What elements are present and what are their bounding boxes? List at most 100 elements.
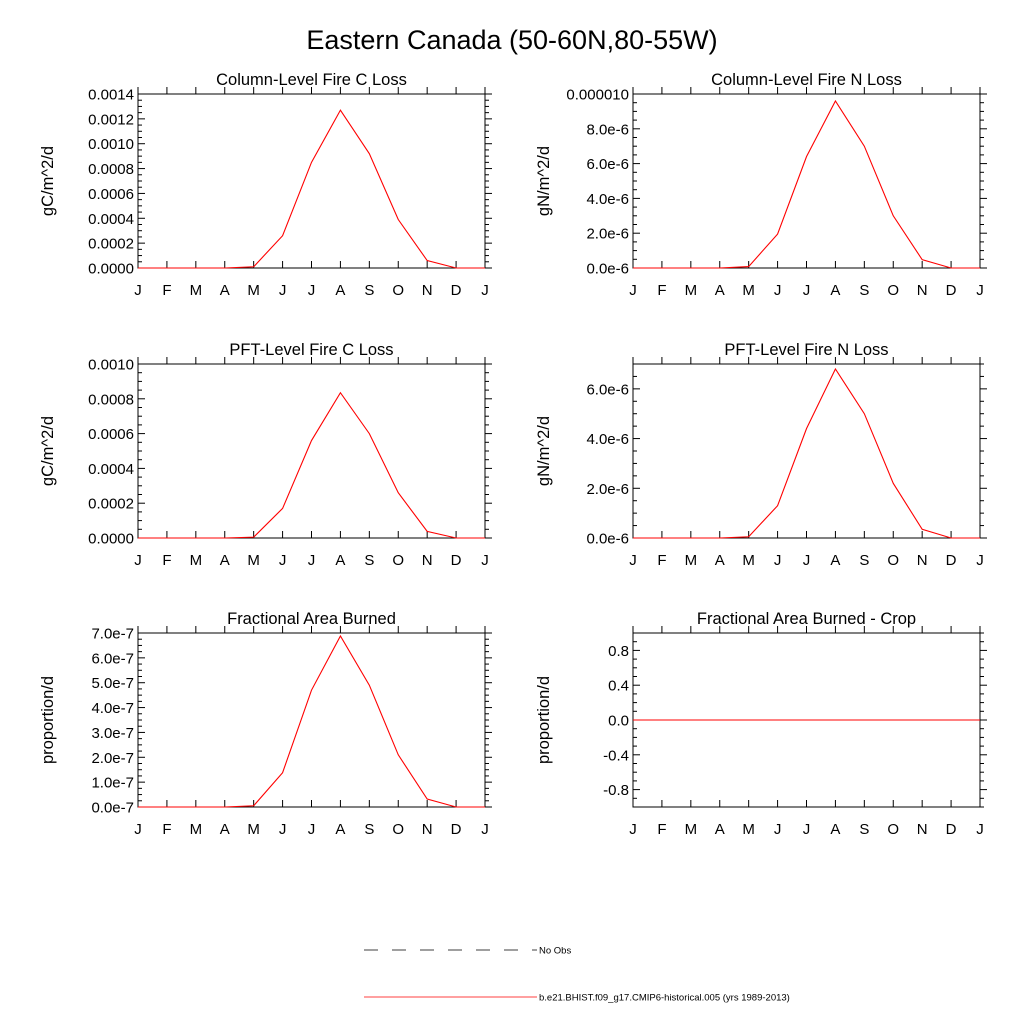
y-tick-label: 4.0e-6 xyxy=(586,191,629,208)
x-tick-label: M xyxy=(247,282,260,299)
y-tick-label: 0.0006 xyxy=(88,426,134,443)
panel-title: PFT-Level Fire N Loss xyxy=(724,341,888,359)
y-tick-label: 6.0e-6 xyxy=(586,381,629,398)
y-tick-label: 3.0e-7 xyxy=(91,725,134,742)
x-tick-label: O xyxy=(392,821,404,838)
y-tick-label: 6.0e-7 xyxy=(91,650,134,667)
y-tick-label: 0.0008 xyxy=(88,391,134,408)
x-tick-label: J xyxy=(308,821,316,838)
legend-label: No Obs xyxy=(539,946,571,957)
x-tick-label: A xyxy=(220,552,230,569)
x-tick-label: S xyxy=(364,821,374,838)
plot-frame xyxy=(137,363,486,539)
y-axis-label: proportion/d xyxy=(39,676,57,764)
legend-label: b.e21.BHIST.f09_g17.CMIP6-historical.005… xyxy=(539,993,790,1004)
x-tick-label: M xyxy=(685,552,698,569)
x-tick-label: A xyxy=(830,821,840,838)
y-axis-label: gC/m^2/d xyxy=(39,416,57,486)
x-tick-label: F xyxy=(162,552,171,569)
x-tick-label: S xyxy=(859,282,869,299)
y-tick-label: 4.0e-7 xyxy=(91,700,134,717)
x-tick-label: J xyxy=(803,552,811,569)
x-tick-label: A xyxy=(335,821,345,838)
x-tick-label: M xyxy=(247,552,260,569)
series-line xyxy=(138,391,485,539)
plot-frame xyxy=(137,93,486,269)
y-tick-label: 0.0002 xyxy=(88,236,134,253)
x-tick-label: D xyxy=(451,552,462,569)
y-tick-label: 7.0e-7 xyxy=(91,626,134,643)
y-tick-label: 4.0e-6 xyxy=(586,431,629,448)
y-tick-label: 6.0e-6 xyxy=(586,156,629,173)
y-tick-label: -0.4 xyxy=(603,747,629,764)
plot-frame xyxy=(632,93,981,269)
plot-frame xyxy=(137,632,486,808)
x-tick-label: A xyxy=(335,282,345,299)
x-tick-label: J xyxy=(803,821,811,838)
x-tick-label: J xyxy=(134,821,142,838)
x-tick-label: A xyxy=(830,282,840,299)
x-tick-label: J xyxy=(481,821,489,838)
x-tick-label: N xyxy=(422,282,433,299)
series-line xyxy=(633,367,980,539)
x-tick-label: O xyxy=(887,282,899,299)
y-tick-label: 0.8 xyxy=(608,643,629,660)
x-tick-label: F xyxy=(657,552,666,569)
y-tick-label: 0.0 xyxy=(608,713,629,730)
x-tick-label: M xyxy=(190,552,203,569)
y-tick-label: 2.0e-6 xyxy=(586,481,629,498)
x-tick-label: M xyxy=(685,282,698,299)
y-tick-label: 0.0000 xyxy=(88,531,134,548)
x-tick-label: M xyxy=(742,821,755,838)
y-tick-label: 0.0006 xyxy=(88,186,134,203)
x-tick-label: J xyxy=(976,552,984,569)
x-tick-label: D xyxy=(946,282,957,299)
x-tick-label: J xyxy=(774,552,782,569)
legend-item: b.e21.BHIST.f09_g17.CMIP6-historical.005… xyxy=(364,993,790,1004)
x-tick-label: J xyxy=(976,282,984,299)
y-tick-label: 0.0010 xyxy=(88,136,134,153)
x-tick-label: A xyxy=(830,552,840,569)
x-tick-label: A xyxy=(220,821,230,838)
x-tick-label: D xyxy=(451,282,462,299)
panel-title: Fractional Area Burned xyxy=(227,610,396,628)
x-tick-label: J xyxy=(279,282,287,299)
y-tick-label: 0.0012 xyxy=(88,111,134,128)
x-tick-label: J xyxy=(629,282,637,299)
x-tick-label: J xyxy=(774,821,782,838)
x-tick-label: F xyxy=(162,282,171,299)
x-tick-label: J xyxy=(279,552,287,569)
y-tick-label: 2.0e-6 xyxy=(586,226,629,243)
x-tick-label: F xyxy=(657,821,666,838)
y-tick-label: 1.0e-7 xyxy=(91,775,134,792)
panel-title: Column-Level Fire N Loss xyxy=(711,71,902,89)
x-tick-label: M xyxy=(742,552,755,569)
series-line xyxy=(633,99,980,269)
plot-frame xyxy=(632,363,981,539)
x-tick-label: M xyxy=(685,821,698,838)
x-tick-label: D xyxy=(946,552,957,569)
y-tick-label: 0.0e-7 xyxy=(91,800,134,817)
x-tick-label: D xyxy=(946,821,957,838)
x-tick-label: J xyxy=(308,552,316,569)
y-axis-label: gC/m^2/d xyxy=(39,146,57,216)
x-tick-label: M xyxy=(190,821,203,838)
x-tick-label: A xyxy=(220,282,230,299)
x-tick-label: J xyxy=(774,282,782,299)
series-line xyxy=(138,634,485,808)
y-tick-label: 0.4 xyxy=(608,678,629,695)
x-tick-label: J xyxy=(481,552,489,569)
y-tick-label: 0.0002 xyxy=(88,496,134,513)
panel-title: Fractional Area Burned - Crop xyxy=(697,610,916,628)
x-tick-label: F xyxy=(162,821,171,838)
x-tick-label: N xyxy=(917,821,928,838)
y-axis-label: proportion/d xyxy=(535,676,553,764)
x-tick-label: J xyxy=(629,552,637,569)
x-tick-label: M xyxy=(742,282,755,299)
